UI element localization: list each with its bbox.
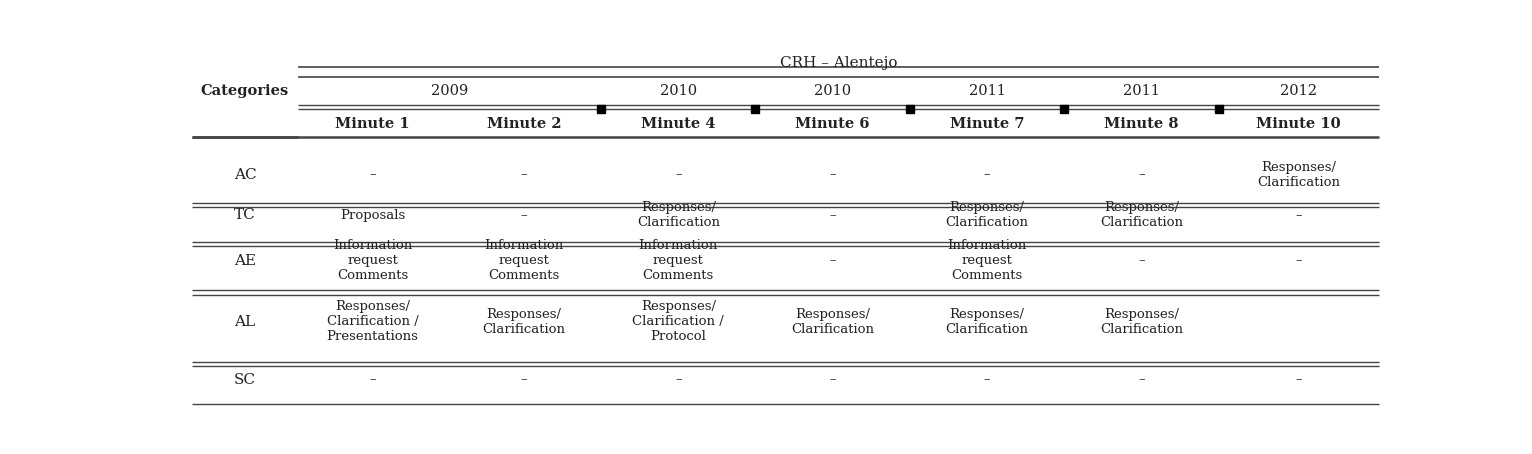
Text: Minute 4: Minute 4 xyxy=(640,118,715,131)
Text: Responses/
Clarification /
Protocol: Responses/ Clarification / Protocol xyxy=(633,301,725,343)
Text: Categories: Categories xyxy=(201,84,290,98)
Text: Responses/
Clarification: Responses/ Clarification xyxy=(945,308,1028,336)
Text: Minute 7: Minute 7 xyxy=(950,118,1025,131)
Text: Responses/
Clarification: Responses/ Clarification xyxy=(637,201,720,229)
Text: AC: AC xyxy=(233,168,256,182)
Text: Information
request
Comments: Information request Comments xyxy=(332,239,412,282)
Text: –: – xyxy=(829,373,836,386)
Text: Minute 8: Minute 8 xyxy=(1105,118,1178,131)
Text: Minute 2: Minute 2 xyxy=(487,118,561,131)
Text: –: – xyxy=(369,168,375,182)
Text: –: – xyxy=(1138,373,1144,386)
Text: TC: TC xyxy=(234,208,256,222)
Text: –: – xyxy=(829,168,836,182)
Text: Proposals: Proposals xyxy=(340,209,404,222)
Text: –: – xyxy=(1296,373,1302,386)
Text: –: – xyxy=(984,168,990,182)
Text: Responses/
Clarification: Responses/ Clarification xyxy=(945,201,1028,229)
Text: –: – xyxy=(676,373,682,386)
Text: –: – xyxy=(1296,209,1302,222)
Text: Minute 1: Minute 1 xyxy=(336,118,411,131)
Text: Responses/
Clarification: Responses/ Clarification xyxy=(1100,308,1183,336)
Text: –: – xyxy=(829,254,836,267)
Text: –: – xyxy=(829,209,836,222)
Text: SC: SC xyxy=(234,373,256,387)
Text: Responses/
Clarification: Responses/ Clarification xyxy=(1100,201,1183,229)
Text: CRH – Alentejo: CRH – Alentejo xyxy=(780,56,898,70)
Text: –: – xyxy=(521,209,527,222)
Text: 2011: 2011 xyxy=(1123,84,1160,98)
Text: AE: AE xyxy=(234,254,256,268)
Text: –: – xyxy=(1296,254,1302,267)
Text: 2012: 2012 xyxy=(1281,84,1318,98)
Text: 2009: 2009 xyxy=(430,84,469,98)
Text: –: – xyxy=(1138,254,1144,267)
Text: –: – xyxy=(369,373,375,386)
Text: Responses/
Clarification: Responses/ Clarification xyxy=(791,308,875,336)
Text: Information
request
Comments: Information request Comments xyxy=(484,239,564,282)
Text: –: – xyxy=(521,168,527,182)
Text: –: – xyxy=(984,373,990,386)
Text: 2011: 2011 xyxy=(968,84,1005,98)
Text: –: – xyxy=(676,168,682,182)
Text: Responses/
Clarification: Responses/ Clarification xyxy=(1258,161,1340,189)
Text: Responses/
Clarification: Responses/ Clarification xyxy=(483,308,565,336)
Text: AL: AL xyxy=(234,315,256,329)
Text: Information
request
Comments: Information request Comments xyxy=(947,239,1026,282)
Text: 2010: 2010 xyxy=(813,84,852,98)
Text: Responses/
Clarification /
Presentations: Responses/ Clarification / Presentations xyxy=(326,301,418,343)
Text: 2010: 2010 xyxy=(660,84,697,98)
Text: Minute 10: Minute 10 xyxy=(1256,118,1340,131)
Text: –: – xyxy=(521,373,527,386)
Text: –: – xyxy=(1138,168,1144,182)
Text: Information
request
Comments: Information request Comments xyxy=(639,239,719,282)
Text: Minute 6: Minute 6 xyxy=(795,118,870,131)
